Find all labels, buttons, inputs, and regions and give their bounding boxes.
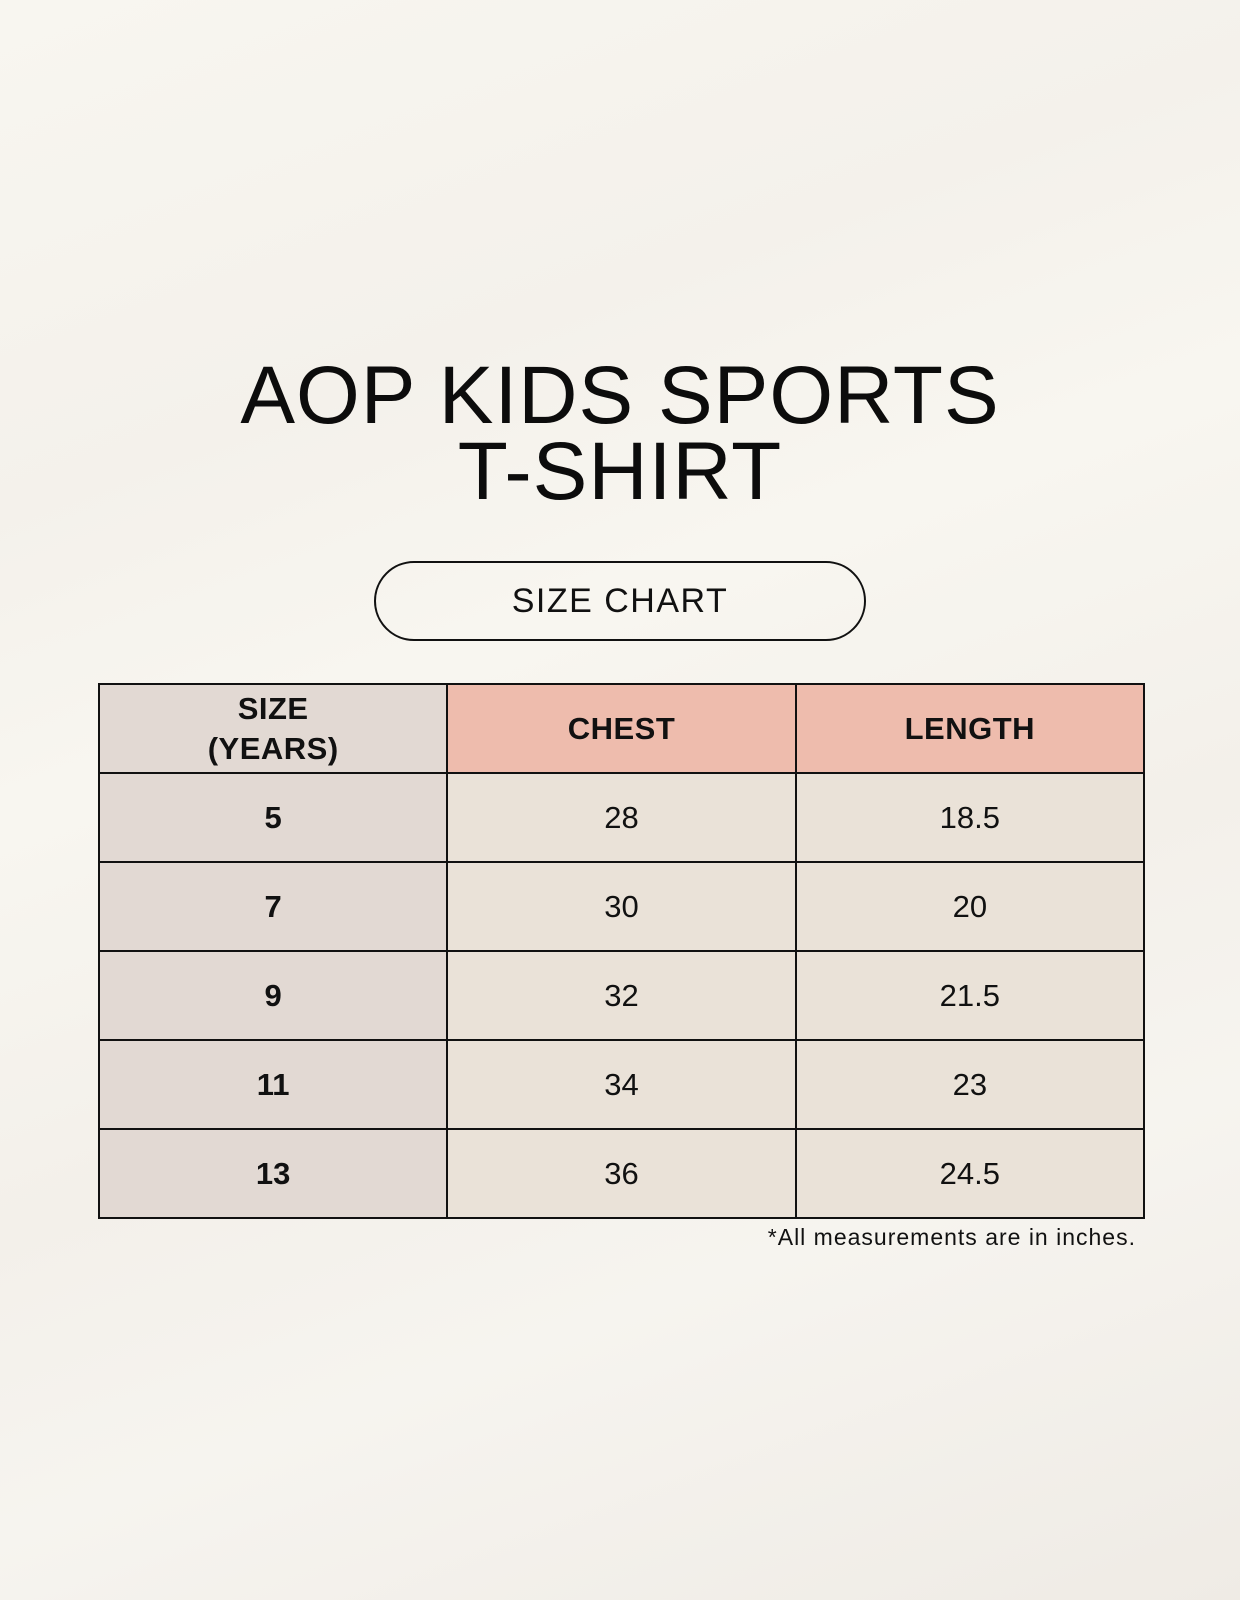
table-row: 9 32 21.5 [97, 950, 1146, 1041]
header-size-line2: (YEARS) [207, 730, 339, 766]
cell-length: 24.5 [794, 1128, 1146, 1219]
cell-size: 7 [97, 861, 449, 952]
size-chart-table: SIZE (YEARS) CHEST LENGTH 5 28 18.5 7 30… [97, 683, 1146, 1219]
cell-size: 9 [97, 950, 449, 1041]
table-row: 13 36 24.5 [97, 1128, 1146, 1219]
cell-chest: 36 [446, 1128, 797, 1219]
title-line-2: T-SHIRT [457, 426, 783, 517]
header-size: SIZE (YEARS) [97, 683, 449, 774]
cell-size: 11 [97, 1039, 449, 1130]
cell-chest: 28 [446, 772, 797, 863]
cell-size: 13 [97, 1128, 449, 1219]
header-chest: CHEST [446, 683, 797, 774]
cell-length: 21.5 [794, 950, 1146, 1041]
table-row: 5 28 18.5 [97, 772, 1146, 863]
size-chart-label: SIZE CHART [374, 561, 866, 641]
header-size-line1: SIZE [237, 690, 309, 726]
header-length: LENGTH [794, 683, 1146, 774]
cell-size: 5 [97, 772, 449, 863]
measurement-footnote: *All measurements are in inches. [767, 1224, 1136, 1250]
cell-chest: 32 [446, 950, 797, 1041]
page-title: AOP KIDS SPORTS T-SHIRT [0, 355, 1240, 513]
table-row: 11 34 23 [97, 1039, 1146, 1130]
table-row: 7 30 20 [97, 861, 1146, 952]
cell-length: 23 [794, 1039, 1146, 1130]
table-header-row: SIZE (YEARS) CHEST LENGTH [97, 683, 1146, 774]
cell-chest: 34 [446, 1039, 797, 1130]
cell-length: 18.5 [794, 772, 1146, 863]
title-line-1: AOP KIDS SPORTS [240, 350, 1000, 441]
cell-chest: 30 [446, 861, 797, 952]
cell-length: 20 [794, 861, 1146, 952]
